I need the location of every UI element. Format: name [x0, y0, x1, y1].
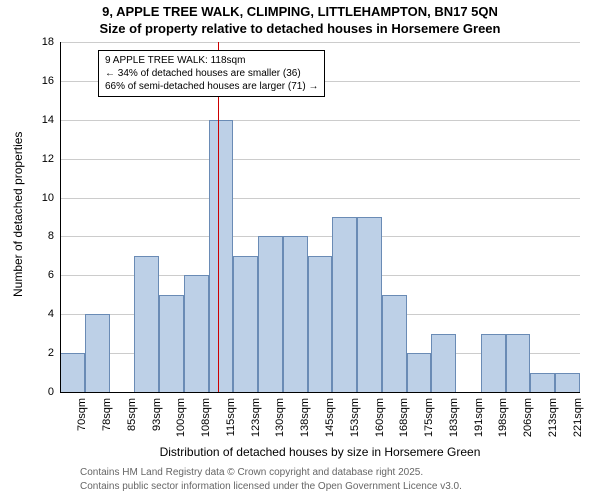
- xtick-label: 221sqm: [572, 398, 584, 446]
- histogram-bar: [506, 334, 531, 392]
- histogram-bar: [283, 236, 308, 392]
- xtick-label: 115sqm: [225, 398, 237, 446]
- chart-title-line2: Size of property relative to detached ho…: [0, 21, 600, 38]
- xtick-label: 108sqm: [200, 398, 212, 446]
- ytick-label: 18: [32, 36, 54, 48]
- xtick-label: 183sqm: [448, 398, 460, 446]
- gridline-y: [60, 198, 580, 199]
- xtick-label: 168sqm: [398, 398, 410, 446]
- histogram-bar: [357, 217, 382, 392]
- histogram-bar: [382, 295, 407, 392]
- info-box-line2: ← 34% of detached houses are smaller (36…: [105, 67, 318, 80]
- xtick-label: 93sqm: [151, 398, 163, 446]
- histogram-bar: [233, 256, 258, 392]
- gridline-y: [60, 236, 580, 237]
- xtick-label: 213sqm: [547, 398, 559, 446]
- chart-container: 9, APPLE TREE WALK, CLIMPING, LITTLEHAMP…: [0, 0, 600, 500]
- histogram-bar: [431, 334, 456, 392]
- xtick-label: 160sqm: [374, 398, 386, 446]
- histogram-bar: [209, 120, 234, 392]
- histogram-bar: [258, 236, 283, 392]
- histogram-bar: [134, 256, 159, 392]
- xtick-label: 145sqm: [324, 398, 336, 446]
- ytick-label: 10: [32, 192, 54, 204]
- histogram-bar: [530, 373, 555, 392]
- info-box-line3: 66% of semi-detached houses are larger (…: [105, 80, 318, 93]
- ytick-label: 14: [32, 114, 54, 126]
- ytick-label: 0: [32, 386, 54, 398]
- histogram-bar: [481, 334, 506, 392]
- histogram-bar: [555, 373, 580, 392]
- ytick-label: 6: [32, 269, 54, 281]
- y-axis-label: Number of detached properties: [11, 137, 25, 297]
- histogram-bar: [159, 295, 184, 392]
- footer-line1: Contains HM Land Registry data © Crown c…: [80, 466, 423, 479]
- histogram-bar: [407, 353, 432, 392]
- xtick-label: 206sqm: [522, 398, 534, 446]
- footer-line2: Contains public sector information licen…: [80, 480, 462, 493]
- x-axis-label: Distribution of detached houses by size …: [60, 445, 580, 459]
- histogram-bar: [308, 256, 333, 392]
- ytick-label: 4: [32, 308, 54, 320]
- xtick-label: 130sqm: [274, 398, 286, 446]
- info-box: 9 APPLE TREE WALK: 118sqm← 34% of detach…: [98, 50, 325, 97]
- xtick-label: 100sqm: [175, 398, 187, 446]
- xtick-label: 78sqm: [101, 398, 113, 446]
- xtick-label: 198sqm: [497, 398, 509, 446]
- histogram-bar: [332, 217, 357, 392]
- xtick-label: 191sqm: [473, 398, 485, 446]
- info-box-line1: 9 APPLE TREE WALK: 118sqm: [105, 54, 318, 67]
- histogram-bar: [60, 353, 85, 392]
- gridline-y: [60, 159, 580, 160]
- histogram-bar: [184, 275, 209, 392]
- ytick-label: 2: [32, 347, 54, 359]
- histogram-bar: [85, 314, 110, 392]
- y-axis-line: [60, 42, 61, 392]
- ytick-label: 8: [32, 230, 54, 242]
- xtick-label: 85sqm: [126, 398, 138, 446]
- chart-title-line1: 9, APPLE TREE WALK, CLIMPING, LITTLEHAMP…: [0, 0, 600, 21]
- xtick-label: 138sqm: [299, 398, 311, 446]
- gridline-y: [60, 120, 580, 121]
- gridline-y: [60, 42, 580, 43]
- xtick-label: 175sqm: [423, 398, 435, 446]
- ytick-label: 16: [32, 75, 54, 87]
- x-axis-line: [60, 392, 580, 393]
- xtick-label: 153sqm: [349, 398, 361, 446]
- ytick-label: 12: [32, 153, 54, 165]
- xtick-label: 70sqm: [76, 398, 88, 446]
- xtick-label: 123sqm: [250, 398, 262, 446]
